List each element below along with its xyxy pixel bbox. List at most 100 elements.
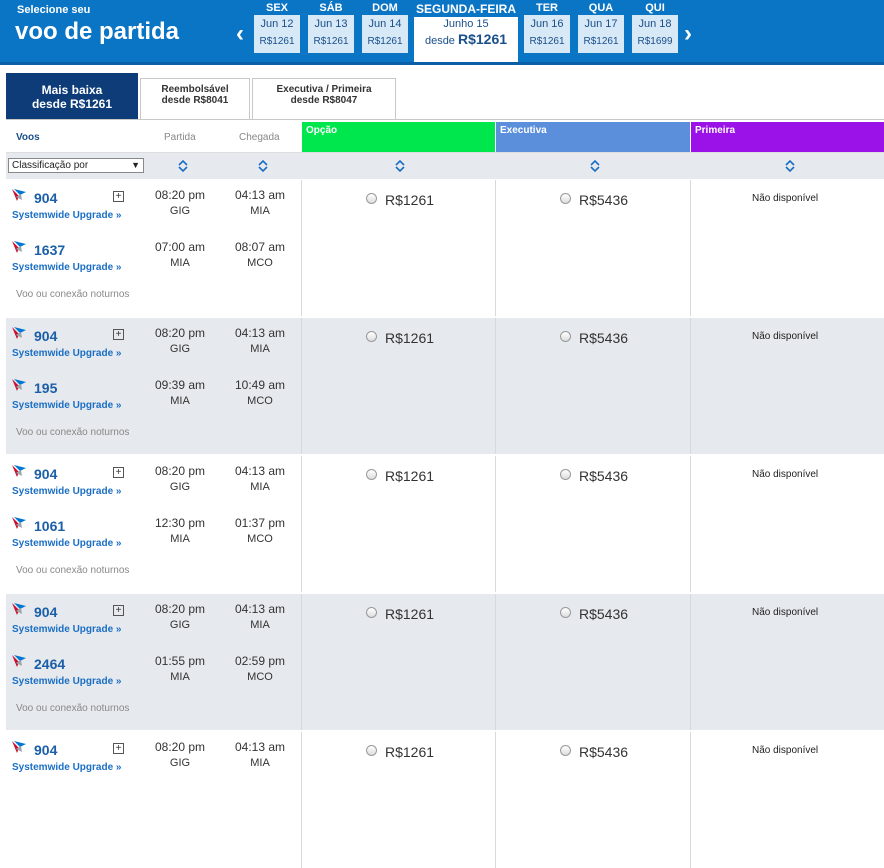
flight-number-link[interactable]: 904: [34, 604, 58, 620]
departure-airport: MIA: [170, 395, 190, 407]
flight-number-link[interactable]: 1637: [34, 242, 66, 258]
flight-option: 904 + Systemwide Upgrade » 08:20 pm GIG …: [6, 456, 884, 592]
date-option-jun18[interactable]: QUI Jun 18 R$1699: [632, 2, 678, 53]
expand-details-icon[interactable]: +: [113, 743, 124, 754]
fare-radio-business[interactable]: [560, 469, 571, 480]
fare-radio-economy[interactable]: [366, 745, 377, 756]
date-option-jun12[interactable]: SEX Jun 12 R$1261: [254, 2, 300, 53]
tab-business-first[interactable]: Executiva / Primeira desde R$8047: [252, 78, 396, 120]
airline-logo-icon: [11, 378, 27, 392]
fare-price-business: R$5436: [579, 744, 629, 760]
systemwide-upgrade-link[interactable]: Systemwide Upgrade »: [12, 538, 122, 549]
fare-radio-business[interactable]: [560, 607, 571, 618]
column-divider: [495, 456, 496, 592]
departure-time: 08:20 pm: [154, 464, 206, 478]
flight-option: 904 + Systemwide Upgrade » 08:20 pm GIG …: [6, 180, 884, 316]
day-name: QUI: [645, 2, 665, 14]
day-date: Jun 12: [260, 18, 294, 30]
systemwide-upgrade-link[interactable]: Systemwide Upgrade »: [12, 676, 122, 687]
flight-leg: 1061 Systemwide Upgrade » 12:30 pm MIA 0…: [6, 508, 306, 560]
day-name: SEGUNDA-FEIRA: [415, 2, 516, 16]
date-option-jun13[interactable]: SÁB Jun 13 R$1261: [308, 2, 354, 53]
expand-details-icon[interactable]: +: [113, 191, 124, 202]
sort-select[interactable]: Classificação por ▼: [8, 158, 144, 173]
overnight-note: Voo ou conexão noturnos: [16, 703, 130, 714]
fare-radio-economy[interactable]: [366, 469, 377, 480]
column-divider: [301, 594, 302, 730]
fare-radio-economy[interactable]: [366, 193, 377, 204]
flight-number-link[interactable]: 1061: [34, 518, 66, 534]
departure-airport: MIA: [170, 257, 190, 269]
departure-airport: MIA: [170, 533, 190, 545]
systemwide-upgrade-link[interactable]: Systemwide Upgrade »: [12, 624, 122, 635]
column-divider: [301, 318, 302, 454]
departure-airport: GIG: [169, 757, 191, 769]
column-divider: [495, 318, 496, 454]
day-date: Jun 13: [314, 18, 348, 30]
date-option-jun17[interactable]: QUA Jun 17 R$1261: [578, 2, 624, 53]
prev-dates-arrow-icon[interactable]: ‹: [236, 20, 244, 47]
tab-label: Mais baixa: [41, 83, 103, 97]
expand-details-icon[interactable]: +: [113, 605, 124, 616]
flight-number-link[interactable]: 904: [34, 742, 58, 758]
fare-radio-business[interactable]: [560, 745, 571, 756]
day-price: R$1261: [367, 36, 403, 47]
first-unavailable: Não disponível: [752, 331, 819, 342]
sort-departure-icon[interactable]: [178, 160, 188, 172]
cabin-first-header: Primeira: [691, 122, 884, 152]
systemwide-upgrade-link[interactable]: Systemwide Upgrade »: [12, 262, 122, 273]
expand-details-icon[interactable]: +: [113, 467, 124, 478]
flight-number-link[interactable]: 904: [34, 466, 58, 482]
departure-time: 12:30 pm: [154, 516, 206, 530]
sort-business-icon[interactable]: [590, 160, 600, 172]
date-option-jun16[interactable]: TER Jun 16 R$1261: [524, 2, 570, 53]
flight-number-link[interactable]: 2464: [34, 656, 66, 672]
flight-leg: 904 + Systemwide Upgrade » 08:20 pm GIG …: [6, 732, 306, 784]
arrival-time: 04:13 am: [234, 740, 286, 754]
column-flights: Voos: [16, 132, 40, 143]
fare-price-economy: R$1261: [385, 606, 435, 622]
fare-radio-business[interactable]: [560, 331, 571, 342]
flight-leg: 904 + Systemwide Upgrade » 08:20 pm GIG …: [6, 318, 306, 370]
fare-price-economy: R$1261: [385, 468, 435, 484]
fare-radio-economy[interactable]: [366, 607, 377, 618]
sort-economy-icon[interactable]: [395, 160, 405, 172]
flight-option: 904 + Systemwide Upgrade » 08:20 pm GIG …: [6, 318, 884, 454]
date-option-selected[interactable]: SEGUNDA-FEIRA Junho 15 desde R$1261: [414, 2, 518, 77]
date-option-jun14[interactable]: DOM Jun 14 R$1261: [362, 2, 408, 53]
systemwide-upgrade-link[interactable]: Systemwide Upgrade »: [12, 348, 122, 359]
arrival-airport: MIA: [250, 343, 270, 355]
departure-airport: GIG: [169, 205, 191, 217]
day-price: R$1699: [637, 36, 673, 47]
arrival-airport: MCO: [247, 257, 273, 269]
fare-radio-business[interactable]: [560, 193, 571, 204]
flight-number-link[interactable]: 195: [34, 380, 58, 396]
systemwide-upgrade-link[interactable]: Systemwide Upgrade »: [12, 210, 122, 221]
tab-refundable[interactable]: Reembolsável desde R$8041: [140, 78, 250, 120]
expand-details-icon[interactable]: +: [113, 329, 124, 340]
column-divider: [301, 456, 302, 592]
price-prefix: desde: [424, 35, 455, 47]
departure-airport: GIG: [169, 343, 191, 355]
day-name: QUA: [588, 2, 614, 14]
next-dates-arrow-icon[interactable]: ›: [684, 20, 692, 47]
cabin-economy-header: Opção: [302, 122, 495, 152]
systemwide-upgrade-link[interactable]: Systemwide Upgrade »: [12, 486, 122, 497]
airline-logo-icon: [11, 602, 27, 616]
flight-number-link[interactable]: 904: [34, 328, 58, 344]
fare-price-economy: R$1261: [385, 192, 435, 208]
sort-first-icon[interactable]: [785, 160, 795, 172]
fare-radio-economy[interactable]: [366, 331, 377, 342]
departure-time: 08:20 pm: [154, 188, 206, 202]
airline-logo-icon: [11, 654, 27, 668]
flight-option: 904 + Systemwide Upgrade » 08:20 pm GIG …: [6, 594, 884, 730]
systemwide-upgrade-link[interactable]: Systemwide Upgrade »: [12, 400, 122, 411]
day-date: Jun 17: [584, 18, 618, 30]
flight-number-link[interactable]: 904: [34, 190, 58, 206]
flight-leg: 904 + Systemwide Upgrade » 08:20 pm GIG …: [6, 180, 306, 232]
tab-lowest[interactable]: Mais baixa desde R$1261: [6, 73, 138, 120]
systemwide-upgrade-link[interactable]: Systemwide Upgrade »: [12, 762, 122, 773]
day-price: R$1261: [259, 36, 295, 47]
sort-arrival-icon[interactable]: [258, 160, 268, 172]
column-divider: [690, 180, 691, 316]
